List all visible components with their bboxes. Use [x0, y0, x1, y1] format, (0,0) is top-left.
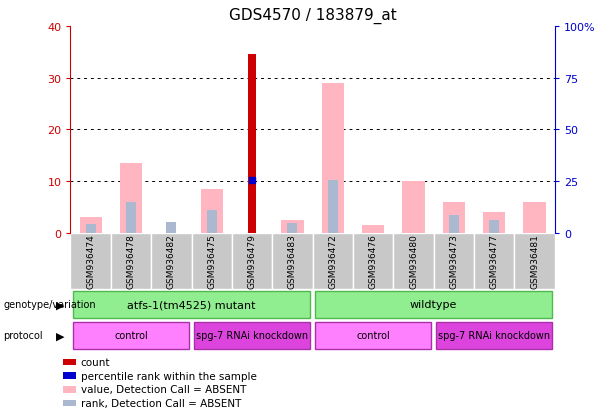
Bar: [483, 213, 505, 233]
Text: GSM936477: GSM936477: [490, 234, 499, 289]
Bar: [353, 233, 394, 289]
Text: GSM936476: GSM936476: [368, 234, 378, 289]
Bar: [272, 233, 313, 289]
Text: genotype/variation: genotype/variation: [3, 299, 96, 310]
Text: GSM936478: GSM936478: [126, 234, 135, 289]
FancyBboxPatch shape: [194, 322, 310, 349]
Text: GSM936483: GSM936483: [288, 234, 297, 289]
Bar: [322, 83, 344, 233]
Bar: [151, 233, 191, 289]
Bar: [63, 400, 75, 406]
Bar: [489, 221, 499, 233]
Text: GSM936472: GSM936472: [329, 234, 337, 289]
Text: spg-7 RNAi knockdown: spg-7 RNAi knockdown: [196, 330, 308, 341]
Bar: [191, 233, 232, 289]
Text: wildtype: wildtype: [410, 299, 457, 310]
Bar: [362, 225, 384, 233]
Bar: [200, 190, 223, 233]
Text: GSM936474: GSM936474: [86, 234, 95, 289]
Bar: [328, 181, 338, 233]
Bar: [514, 233, 555, 289]
Bar: [80, 218, 102, 233]
Text: ▶: ▶: [56, 330, 64, 341]
Text: GSM936480: GSM936480: [409, 234, 418, 289]
Text: GSM936479: GSM936479: [248, 234, 257, 289]
Bar: [248, 55, 256, 233]
FancyBboxPatch shape: [315, 291, 552, 318]
Text: value, Detection Call = ABSENT: value, Detection Call = ABSENT: [80, 385, 246, 394]
FancyBboxPatch shape: [73, 322, 189, 349]
Bar: [287, 223, 297, 233]
Bar: [443, 202, 465, 233]
Bar: [281, 221, 303, 233]
Text: atfs-1(tm4525) mutant: atfs-1(tm4525) mutant: [128, 299, 256, 310]
Bar: [394, 233, 434, 289]
Bar: [63, 373, 75, 379]
Bar: [86, 224, 96, 233]
Bar: [126, 202, 136, 233]
Text: control: control: [356, 330, 390, 341]
Text: control: control: [114, 330, 148, 341]
Title: GDS4570 / 183879_at: GDS4570 / 183879_at: [229, 8, 397, 24]
FancyBboxPatch shape: [73, 291, 310, 318]
Text: protocol: protocol: [3, 330, 43, 341]
Bar: [474, 233, 514, 289]
FancyBboxPatch shape: [315, 322, 432, 349]
Text: ▶: ▶: [56, 299, 64, 310]
Bar: [524, 202, 546, 233]
Text: GSM936475: GSM936475: [207, 234, 216, 289]
Text: count: count: [80, 357, 110, 367]
Text: GSM936482: GSM936482: [167, 234, 176, 289]
Bar: [433, 233, 474, 289]
Bar: [111, 233, 151, 289]
Bar: [449, 215, 459, 233]
Bar: [402, 182, 425, 233]
Bar: [120, 164, 142, 233]
Text: rank, Detection Call = ABSENT: rank, Detection Call = ABSENT: [80, 398, 241, 408]
Text: percentile rank within the sample: percentile rank within the sample: [80, 371, 256, 381]
Bar: [207, 210, 217, 233]
Bar: [313, 233, 353, 289]
Bar: [232, 233, 272, 289]
FancyBboxPatch shape: [436, 322, 552, 349]
Text: GSM936473: GSM936473: [449, 234, 459, 289]
Text: spg-7 RNAi knockdown: spg-7 RNAi knockdown: [438, 330, 550, 341]
Bar: [166, 222, 177, 233]
Text: GSM936481: GSM936481: [530, 234, 539, 289]
Bar: [70, 233, 111, 289]
Bar: [63, 359, 75, 366]
Bar: [63, 386, 75, 393]
